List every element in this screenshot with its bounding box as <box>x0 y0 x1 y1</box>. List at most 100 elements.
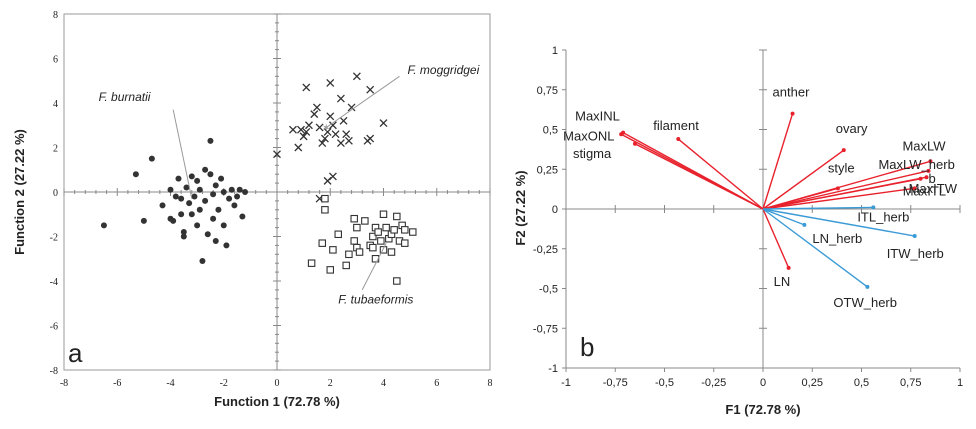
vector-tip-ovary <box>841 148 846 153</box>
moggridgei-point <box>336 139 345 148</box>
tubaeformis-point <box>401 226 409 234</box>
panel-a-y-tick-label: 0 <box>53 188 58 199</box>
vector-label-stigma: stigma <box>573 146 612 161</box>
vector-tip-maxitl <box>912 186 917 191</box>
moggridgei-point <box>302 83 311 92</box>
burnatii-point <box>167 186 174 193</box>
panel-b-y-tick-label: 0,25 <box>537 164 558 176</box>
moggridgei-point <box>273 150 281 159</box>
vector-tip-maxonl <box>619 132 624 137</box>
vector-label-otw-herb: OTW_herb <box>833 295 897 310</box>
moggridgei-point <box>379 119 388 127</box>
panel-a-x-tick-label: 6 <box>434 378 439 389</box>
burnatii-point <box>202 166 209 173</box>
tubaeformis-point <box>382 223 390 232</box>
burnatii-point <box>178 195 185 202</box>
panel-b-x-tick-label: -0,5 <box>655 377 674 389</box>
vector-label-ln: LN <box>774 274 791 289</box>
burnatii-point <box>196 206 203 213</box>
burnatii-point <box>188 211 195 218</box>
panel-a-letter: a <box>68 338 83 368</box>
burnatii-point <box>210 191 217 198</box>
panel-b-x-axis-label: F1 (72.78 %) <box>725 402 800 417</box>
burnatii-point <box>218 175 225 182</box>
vector-stigma <box>634 143 764 210</box>
tubaeformis-point <box>374 228 382 236</box>
tubaeformis-point <box>326 266 334 274</box>
panel-b-x-tick-label: -1 <box>561 377 571 389</box>
vector-itw-herb <box>762 208 915 237</box>
burnatii-point <box>212 182 219 189</box>
tubaeformis-point <box>369 232 377 241</box>
moggridgei-point <box>323 127 332 136</box>
moggridgei-point <box>328 172 337 181</box>
tubaeformis-point <box>350 214 358 223</box>
panel-a-axes <box>63 13 491 371</box>
panel-b-x-tick-label: 0,25 <box>802 377 823 389</box>
vector-label-itl-herb: ITL_herb <box>857 209 909 224</box>
vector-maxitl <box>762 187 915 210</box>
burnatii-point <box>207 137 214 144</box>
panel-b-y-tick-label: 0,75 <box>537 85 558 97</box>
moggridgei-point <box>331 130 340 139</box>
burnatii-point <box>148 155 155 162</box>
panel-a-y-tick-label: -8 <box>50 366 58 377</box>
moggridgei-point <box>302 127 311 136</box>
vector-ln-herb <box>762 208 805 226</box>
burnatii-point <box>132 171 139 178</box>
label-f-moggridgei: F. moggridgei <box>407 63 479 77</box>
tubaeformis-point <box>409 228 417 236</box>
panel-b-x-tick-label: 1 <box>957 377 963 389</box>
panel-a-y-tick-label: 4 <box>53 99 58 110</box>
burnatii-point <box>186 200 193 207</box>
moggridgei-point <box>328 121 337 130</box>
tubaeformis-point <box>350 237 358 245</box>
tubaeformis-point <box>379 210 388 219</box>
tubaeformis-point <box>377 237 385 245</box>
burnatii-point <box>202 197 209 204</box>
vector-tip-ln-herb <box>802 222 807 227</box>
vector-otw-herb <box>762 208 868 288</box>
vector-tip-otw-herb <box>865 284 870 289</box>
vector-tip-filament <box>676 137 681 142</box>
panel-b-y-tick-label: -0,75 <box>533 323 558 335</box>
panel-b-biplot: -1 -0,75 -0,5 -0,25 0 0,25 0,5 0,75 1 -1 -0,75 -0,5… <box>513 45 963 417</box>
panel-b-x-tick-label: 0 <box>760 377 766 389</box>
panel-b-y-tick-label: 0 <box>552 204 558 216</box>
moggridgei-point <box>294 143 303 152</box>
tubaeformis-point <box>345 250 353 259</box>
label-f-tubaeformis: F. tubaeformis <box>338 292 413 306</box>
panel-b-letter: b <box>580 332 594 362</box>
burnatii-point <box>220 189 227 195</box>
tubaeformis-point <box>355 248 364 256</box>
moggridgei-point <box>289 125 297 134</box>
tubaeformis-point <box>307 259 316 267</box>
vector-label-itw-herb: ITW_herb <box>887 246 944 261</box>
moggridgei-point <box>310 110 319 119</box>
vector-tip-itw-herb <box>912 234 917 239</box>
panel-b-y-tick-label: 1 <box>552 45 558 57</box>
vector-tip-maxitw <box>918 176 923 181</box>
vector-tip-itl-herb <box>871 205 876 210</box>
annotation-leader-line <box>172 109 193 199</box>
burnatii-point <box>207 171 214 178</box>
vector-label-maxlw: MaxLW <box>902 138 946 153</box>
panel-a-x-tick-label: -8 <box>60 378 68 389</box>
vector-tip-ln <box>786 265 791 270</box>
panel-a-x-tick-label: -2 <box>220 378 228 389</box>
panel-b-y-tick-label: -1 <box>548 363 558 375</box>
tubaeformis-point <box>353 223 361 232</box>
panel-b-y-axis-label: F2 (27.22 %) <box>513 170 528 245</box>
vector-filament <box>677 138 764 210</box>
vector-anther <box>762 113 794 210</box>
vector-maxlw <box>762 160 931 210</box>
panel-a-x-axis-label: Function 1 (72.78 %) <box>214 394 340 409</box>
moggridgei-point <box>366 85 375 94</box>
vector-label-maxitl: MaxITL <box>903 183 946 198</box>
tubaeformis-point <box>321 194 329 203</box>
panel-a-y-tick-label: -4 <box>50 277 58 288</box>
moggridgei-point <box>339 116 348 125</box>
burnatii-point <box>226 195 233 202</box>
